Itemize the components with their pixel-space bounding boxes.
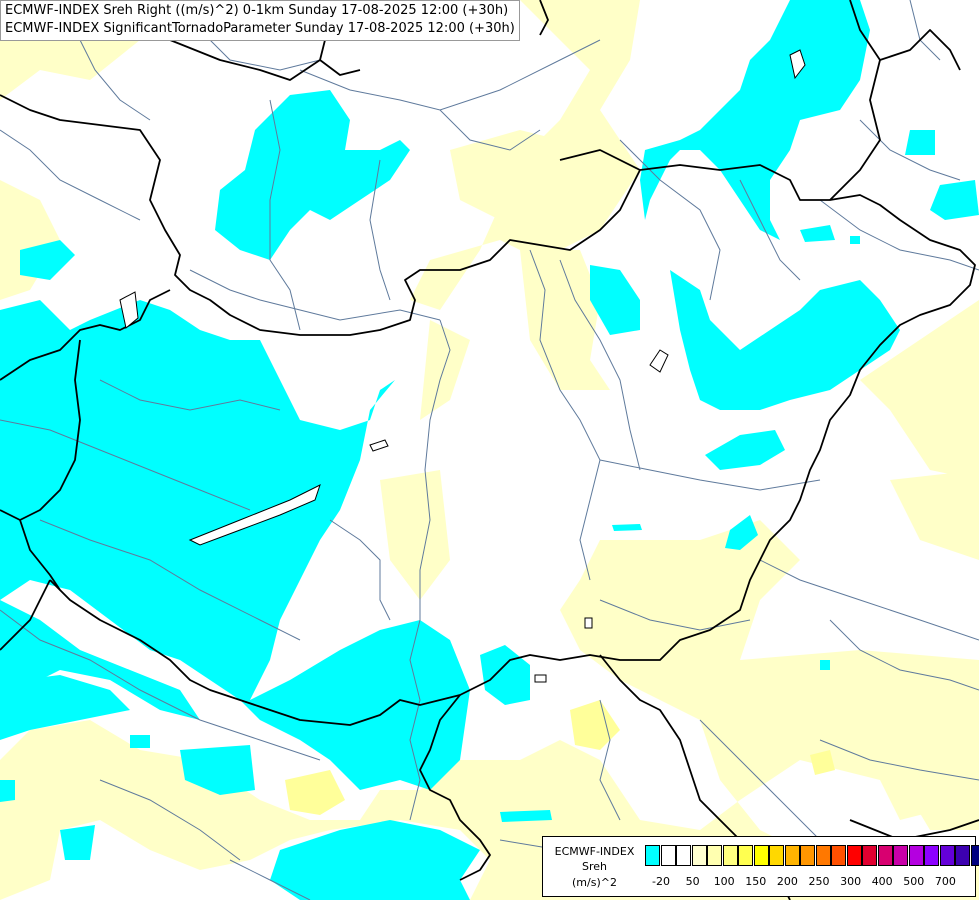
legend-swatch (831, 845, 846, 866)
legend-tick-label: 100 (713, 875, 735, 888)
legend-swatch (784, 845, 800, 866)
legend-swatch (800, 845, 815, 866)
legend-swatch (769, 845, 784, 866)
legend-tick-label: 50 (685, 875, 700, 888)
sreh-yellow-spots (285, 700, 835, 815)
legend-tick-label: 200 (776, 875, 798, 888)
legend-tick-label: 700 (934, 875, 956, 888)
legend-swatch (660, 845, 676, 866)
legend-swatch (970, 845, 979, 866)
lakes (119, 49, 806, 683)
legend-swatch (846, 845, 862, 866)
legend-swatch (893, 845, 908, 866)
color-legend: ECMWF-INDEX Sreh (m/s)^2 -20 50 100 150 200 2… (542, 836, 979, 897)
legend-tick-label: 250 (808, 875, 830, 888)
legend-tick-label: 150 (745, 875, 767, 888)
legend-swatch (645, 845, 660, 866)
legend-swatch (722, 845, 738, 866)
legend-tick-label: 300 (840, 875, 862, 888)
legend-swatch (908, 845, 924, 866)
legend-swatch (753, 845, 769, 866)
header-title-stp: ECMWF-INDEX SignificantTornadoParameter … (5, 21, 515, 36)
legend-tick-label: 400 (871, 875, 893, 888)
legend-title-unit: (m/s)^2 (572, 876, 617, 889)
legend-swatch (862, 845, 877, 866)
map-header: ECMWF-INDEX Sreh Right ((m/s)^2) 0-1km S… (0, 0, 520, 41)
legend-swatch (955, 845, 970, 866)
legend-swatch (877, 845, 893, 866)
legend-swatch (707, 845, 722, 866)
legend-swatch (815, 845, 831, 866)
legend-tick-label: -20 (652, 875, 670, 888)
legend-swatch (691, 845, 707, 866)
legend-swatch (924, 845, 939, 866)
legend-title-source: ECMWF-INDEX (554, 845, 635, 858)
legend-tick-label: 500 (903, 875, 925, 888)
header-title-sreh: ECMWF-INDEX Sreh Right ((m/s)^2) 0-1km S… (5, 3, 509, 18)
legend-title-parameter: Sreh (581, 860, 607, 873)
legend-swatch (738, 845, 753, 866)
legend-swatch (939, 845, 955, 866)
legend-swatch (676, 845, 691, 866)
